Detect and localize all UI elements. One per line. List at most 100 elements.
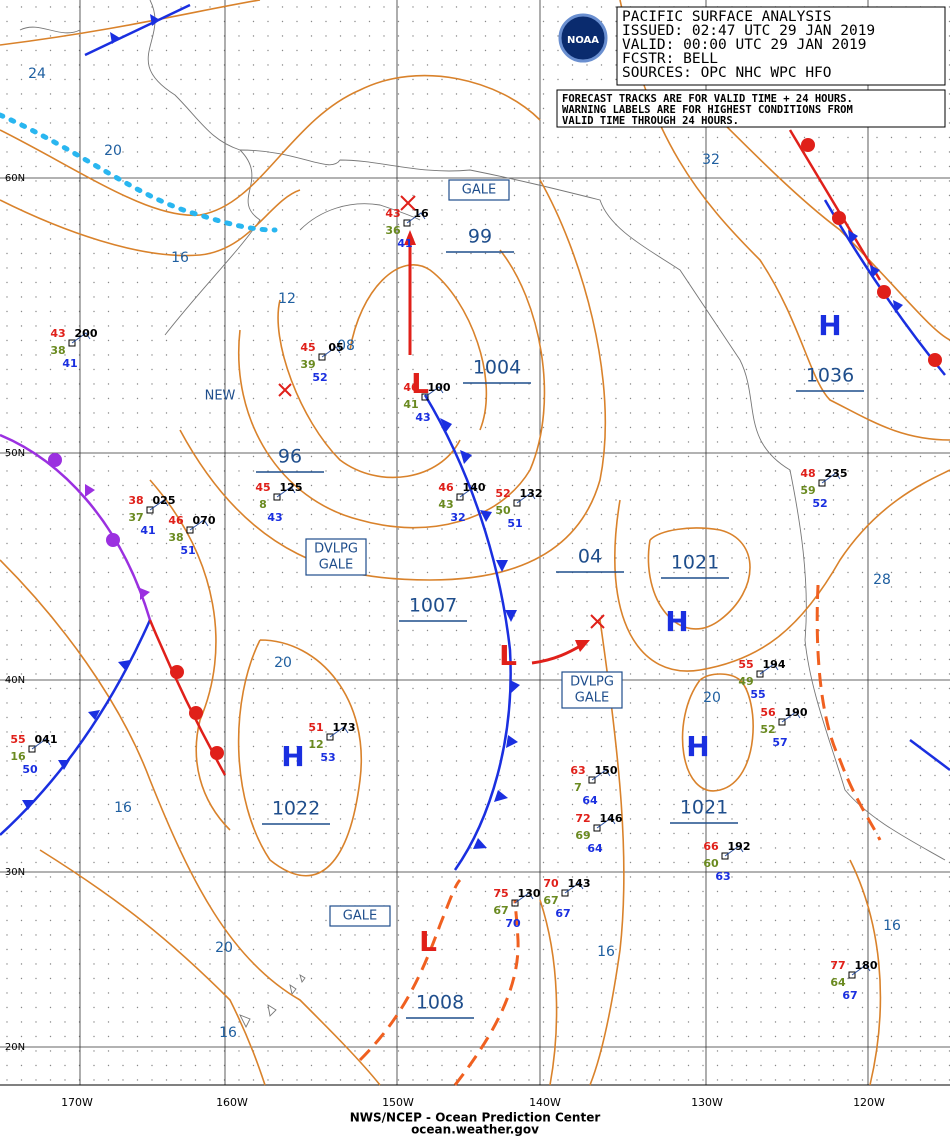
high-center: H [818,309,841,342]
longitude-label: 160W [216,1096,248,1109]
station-symbol [28,745,36,753]
wind-barb [781,711,801,723]
high-center: H [665,605,688,638]
pressure-label: 99 [468,226,492,248]
station-symbol [778,718,786,726]
station-symbol [511,899,519,907]
isobar-label: 16 [219,1025,237,1041]
air-temperature: 43 [50,327,65,340]
logo-text: NOAA [567,35,599,46]
sea-temperature: 43 [415,411,430,424]
footer-line: NWS/NCEP - Ocean Prediction Center [350,1111,601,1125]
dew-point: 67 [493,904,508,917]
header-note: VALID TIME THROUGH 24 HOURS. [562,115,739,127]
latitude-label: 60N [5,173,25,184]
air-temperature: 46 [168,514,184,527]
header-note: WARNING LABELS ARE FOR HIGHEST CONDITION… [562,104,853,116]
wind-barb [424,386,444,398]
dew-point: 49 [738,675,753,688]
sea-temperature: 55 [750,688,765,701]
sea-level-pressure: 146 [600,812,623,825]
sea-level-pressure: 16 [413,207,429,220]
longitude-label: 130W [691,1096,723,1109]
isobar-label: 20 [104,143,122,159]
wind-barb [759,663,779,675]
sea-level-pressure: 125 [280,481,303,494]
isobar-label: 24 [28,66,46,82]
dew-point: 8 [259,498,267,511]
station-symbol [848,971,856,979]
sea-level-pressure: 192 [728,840,751,853]
high-center: H [686,730,709,763]
warning-box [448,179,510,201]
longitude-label: 170W [61,1096,93,1109]
low-center: L [411,367,429,400]
station-symbol [756,670,764,678]
wind-barb [276,486,296,498]
sea-temperature: 52 [812,497,827,510]
wind-barb [189,519,209,531]
pressure-label: 1021 [671,552,719,574]
wind-barb [459,486,479,498]
air-temperature: 43 [385,207,400,220]
station-symbol [318,353,326,361]
pressure-label: 1021 [680,797,728,819]
warning-label: NEW [205,389,236,404]
warning-label: GALE [575,691,609,706]
sea-level-pressure: 190 [785,706,808,719]
isobar-label: 16 [597,944,615,960]
sea-level-pressure: 100 [428,381,451,394]
station-symbol [818,479,826,487]
air-temperature: 70 [543,877,559,890]
isobar-label: 16 [114,800,132,816]
sea-level-pressure: 140 [463,481,486,494]
sea-level-pressure: 173 [333,721,356,734]
isobar-label: 32 [702,152,720,168]
wind-barb [591,769,611,781]
pressure-label: 04 [578,546,602,568]
pressure-label: 96 [278,446,302,468]
isobars [0,0,950,1086]
sea-temperature: 57 [772,736,787,749]
warning-label: GALE [319,558,353,573]
sea-temperature: 41 [62,357,77,370]
isobar-label: 08 [337,338,355,354]
air-temperature: 55 [10,733,25,746]
dew-point: 69 [575,829,590,842]
header-line: SOURCES: OPC NHC WPC HFO [622,65,832,81]
warning-box [561,671,623,709]
sea-temperature: 32 [450,511,465,524]
dew-point: 50 [495,504,511,517]
dew-point: 39 [300,358,315,371]
header-line: PACIFIC SURFACE ANALYSIS [622,9,832,25]
sea-level-pressure: 025 [153,494,176,507]
low-center: L [499,639,517,672]
station-symbol [561,889,569,897]
sea-level-pressure: 041 [35,733,58,746]
sea-temperature: 53 [320,751,335,764]
station-symbol [146,506,154,514]
sea-level-pressure: 194 [763,658,786,671]
dew-point: 67 [543,894,558,907]
sea-temperature: 70 [505,917,521,930]
header-line: FCSTR: BELL [622,51,718,67]
dew-point: 36 [385,224,401,237]
pressure-label: 1036 [806,365,854,387]
air-temperature: 51 [308,721,323,734]
header-line: ISSUED: 02:47 UTC 29 JAN 2019 [622,23,875,39]
station-symbol [421,393,429,401]
longitude-label: 150W [382,1096,414,1109]
wind-barb [514,892,534,904]
pressure-label: 1007 [409,595,457,617]
station-symbol [403,219,411,227]
isobar-label: 20 [274,655,292,671]
latitude-label: 30N [5,867,25,878]
sea-level-pressure: 05 [328,341,343,354]
air-temperature: 45 [255,481,270,494]
footer-line: ocean.weather.gov [411,1123,539,1137]
wind-barb [149,499,169,511]
station-symbol [513,499,521,507]
dew-point: 38 [50,344,65,357]
